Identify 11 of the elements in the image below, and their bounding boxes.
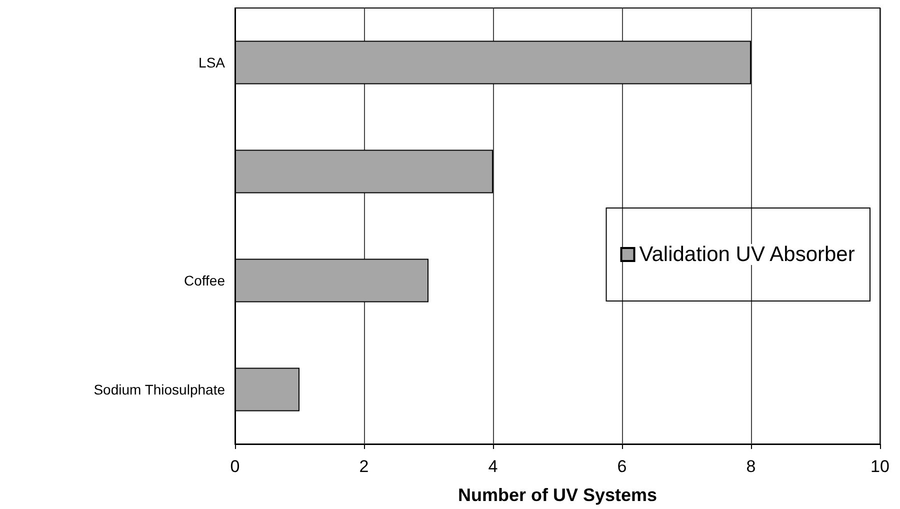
- y-tick-label: Sodium Thiosulphate: [94, 382, 226, 398]
- legend-label: Validation UV Absorber: [639, 243, 855, 266]
- x-tick-label: 4: [488, 457, 498, 476]
- y-tick-label: Coffee: [184, 272, 226, 288]
- x-tick-label: 8: [746, 457, 756, 476]
- x-tick-label: 2: [359, 457, 369, 476]
- x-axis-title: Number of UV Systems: [458, 485, 658, 505]
- y-tick-label: LSA: [198, 54, 226, 70]
- x-tick-label: 0: [230, 457, 240, 476]
- x-tick-label: 10: [870, 457, 890, 476]
- x-tick-label: 6: [617, 457, 627, 476]
